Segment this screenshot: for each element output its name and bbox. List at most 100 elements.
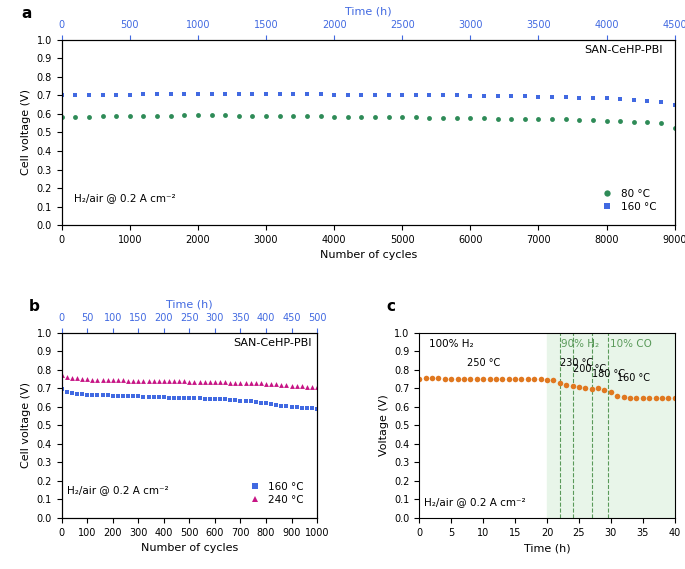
80 °C (466, 115, 475, 122)
80 °C (603, 117, 611, 124)
160 °C (208, 91, 216, 98)
240 °C (134, 377, 142, 384)
80 °C (453, 114, 461, 121)
240 °C (313, 384, 321, 391)
160 °C (453, 92, 461, 99)
240 °C (241, 380, 249, 386)
80 °C (99, 113, 107, 119)
160 °C (534, 93, 543, 100)
80 °C (493, 115, 501, 122)
160 °C (562, 94, 570, 101)
160 °C (657, 99, 665, 106)
160 °C (398, 92, 406, 98)
Text: 250 °C: 250 °C (467, 358, 501, 368)
80 °C (208, 112, 216, 119)
160 °C (480, 92, 488, 99)
160 °C (85, 92, 93, 98)
160 °C (58, 92, 66, 99)
Text: 90% H₂: 90% H₂ (561, 339, 599, 349)
Text: SAN-CeHP-PBI: SAN-CeHP-PBI (234, 338, 312, 348)
160 °C (308, 405, 316, 412)
160 °C (643, 97, 651, 104)
160 °C (630, 97, 638, 104)
Y-axis label: Voltage (V): Voltage (V) (379, 394, 388, 456)
240 °C (58, 372, 66, 378)
160 °C (521, 93, 529, 100)
240 °C (114, 377, 122, 384)
80 °C (303, 113, 311, 119)
80 °C (71, 114, 79, 121)
80 °C (480, 115, 488, 122)
160 °C (575, 94, 584, 101)
80 °C (643, 119, 651, 126)
80 °C (562, 116, 570, 123)
160 °C (194, 91, 202, 98)
Y-axis label: Cell voltage (V): Cell voltage (V) (21, 89, 31, 175)
160 °C (344, 91, 352, 98)
Text: 230 °C: 230 °C (560, 358, 593, 368)
Legend: 160 °C, 240 °C: 160 °C, 240 °C (240, 477, 308, 509)
80 °C (507, 116, 515, 122)
160 °C (313, 406, 321, 413)
Line: 80 °C: 80 °C (59, 113, 677, 131)
80 °C (275, 113, 284, 119)
80 °C (398, 114, 406, 121)
80 °C (534, 116, 543, 122)
160 °C (358, 91, 366, 98)
160 °C (412, 92, 420, 98)
Text: 160 °C: 160 °C (617, 373, 650, 383)
Text: H₂/air @ 0.2 A cm⁻²: H₂/air @ 0.2 A cm⁻² (66, 485, 169, 496)
160 °C (589, 94, 597, 101)
80 °C (139, 112, 147, 119)
240 °C (308, 384, 316, 390)
160 °C (275, 91, 284, 98)
Text: c: c (386, 299, 395, 314)
Bar (547, 332, 675, 518)
160 °C (316, 91, 325, 98)
Line: 160 °C: 160 °C (59, 386, 319, 411)
160 °C (248, 91, 256, 98)
X-axis label: Time (h): Time (h) (345, 7, 392, 17)
160 °C (139, 91, 147, 98)
80 °C (384, 114, 393, 121)
80 °C (371, 114, 379, 121)
160 °C (125, 91, 134, 98)
80 °C (248, 112, 256, 119)
80 °C (657, 120, 665, 127)
160 °C (241, 398, 249, 405)
80 °C (194, 112, 202, 119)
160 °C (330, 91, 338, 98)
240 °C (226, 379, 234, 386)
Legend: 80 °C, 160 °C: 80 °C, 160 °C (593, 185, 660, 216)
80 °C (425, 114, 434, 121)
80 °C (153, 112, 161, 119)
Text: H₂/air @ 0.2 A cm⁻²: H₂/air @ 0.2 A cm⁻² (74, 193, 175, 203)
Y-axis label: Cell voltage (V): Cell voltage (V) (21, 382, 31, 468)
Text: 10% CO: 10% CO (610, 339, 651, 349)
160 °C (71, 92, 79, 98)
160 °C (99, 92, 107, 98)
240 °C (139, 377, 147, 384)
Text: H₂/air @ 0.2 A cm⁻²: H₂/air @ 0.2 A cm⁻² (425, 497, 526, 507)
80 °C (439, 114, 447, 121)
160 °C (114, 392, 122, 399)
80 °C (166, 112, 175, 119)
80 °C (589, 117, 597, 123)
80 °C (358, 113, 366, 120)
80 °C (289, 113, 297, 119)
80 °C (344, 113, 352, 120)
160 °C (180, 91, 188, 98)
80 °C (630, 118, 638, 125)
X-axis label: Time (h): Time (h) (524, 543, 571, 553)
160 °C (226, 397, 234, 403)
160 °C (439, 92, 447, 98)
160 °C (371, 92, 379, 98)
160 °C (139, 393, 147, 400)
160 °C (466, 92, 475, 99)
160 °C (235, 91, 243, 98)
X-axis label: Number of cycles: Number of cycles (140, 543, 238, 553)
160 °C (221, 91, 229, 98)
80 °C (616, 118, 624, 125)
Text: a: a (22, 6, 32, 22)
Text: 200 °C: 200 °C (573, 364, 606, 374)
